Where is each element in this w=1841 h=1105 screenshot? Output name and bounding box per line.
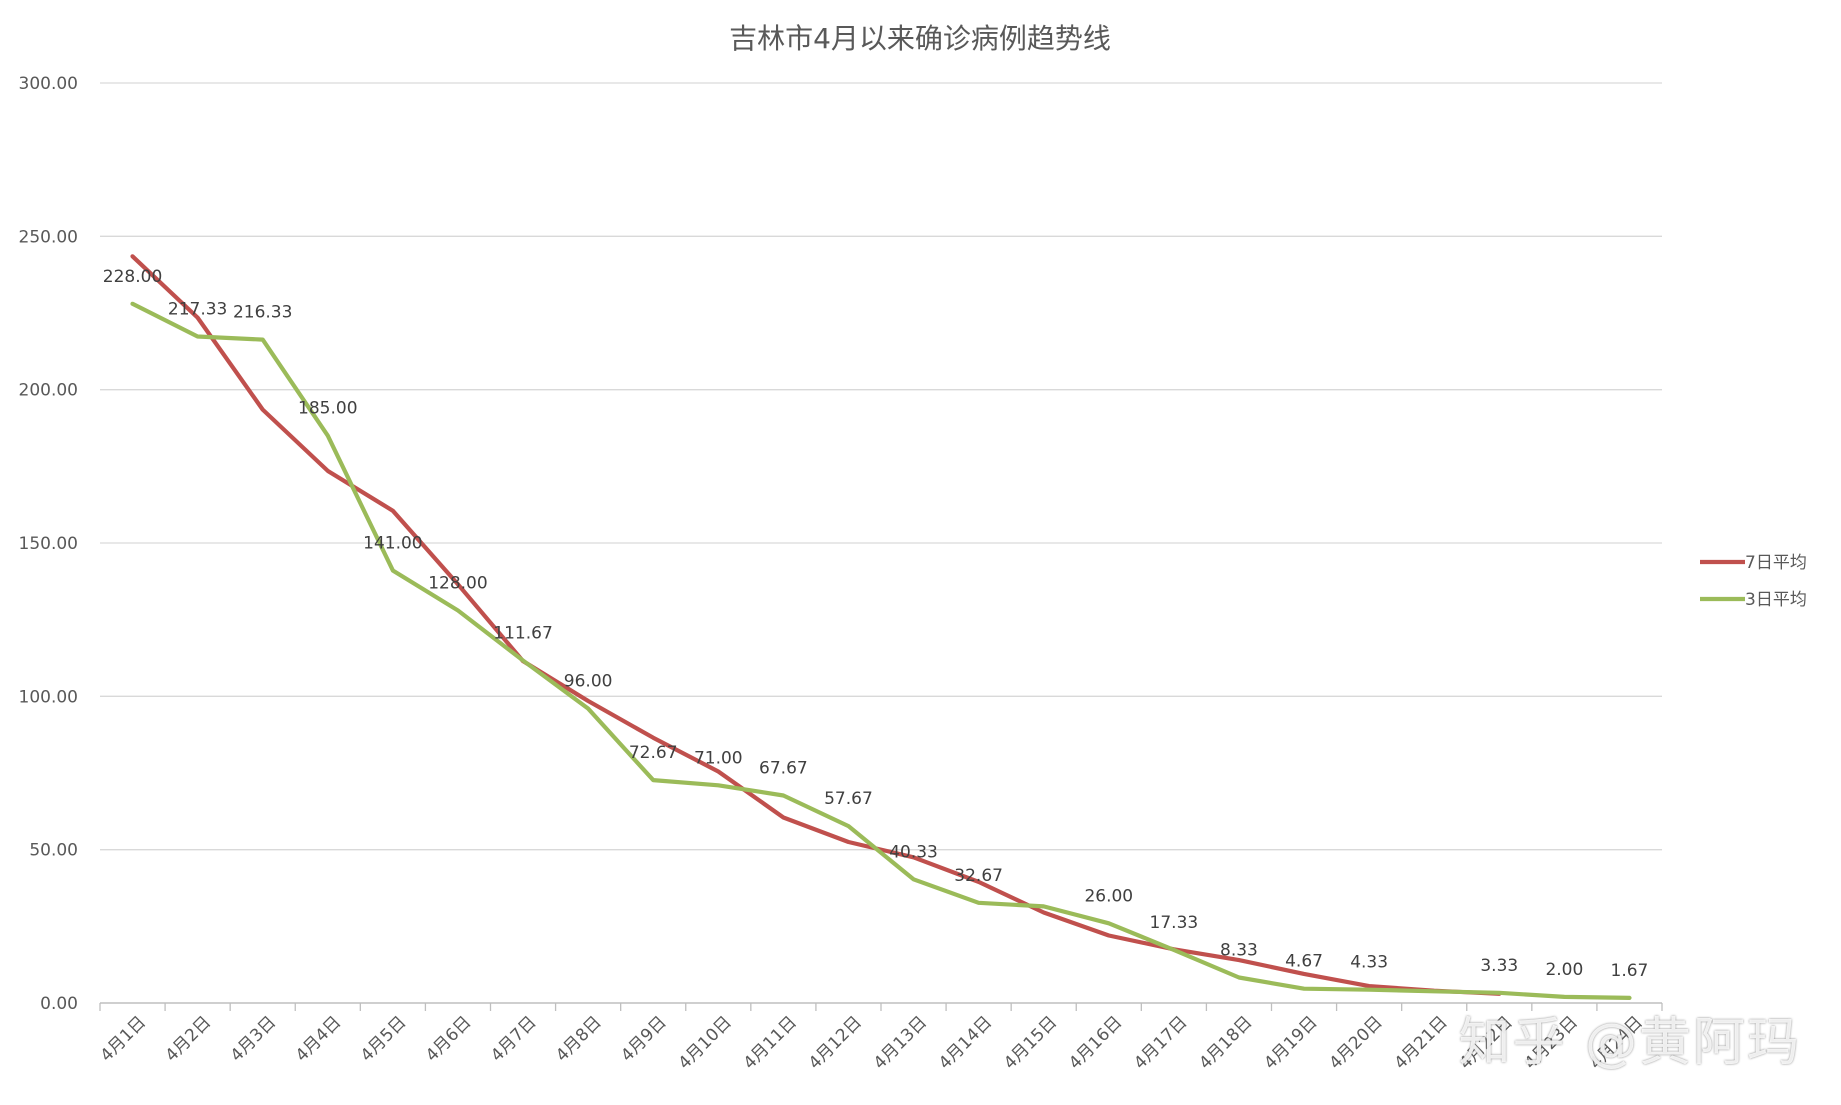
watermark: 知乎 @黄阿玛 [1458,1013,1801,1073]
legend-label: 3日平均 [1745,590,1807,610]
data-label: 17.33 [1150,913,1199,933]
data-label: 1.67 [1611,961,1649,981]
y-tick-label: 150.00 [19,534,78,554]
data-label: 217.33 [168,300,227,320]
y-tick-label: 250.00 [19,227,78,247]
series-lines [130,254,1632,1001]
y-tick-label: 50.00 [29,841,78,861]
data-labels: 228.00 217.33 216.33 185.00 141.00 128.00 111.… [103,267,1649,981]
data-label: 228.00 [103,267,162,287]
data-label: 216.33 [233,303,292,323]
data-label: 40.33 [889,842,938,862]
chart-title: 吉林市4月以来确诊病例趋势线 [729,22,1111,55]
data-label: 4.33 [1350,953,1388,973]
data-label: 96.00 [564,672,613,692]
data-label: 128.00 [428,573,487,593]
data-label: 3.33 [1480,956,1518,976]
data-label: 111.67 [493,624,552,644]
data-label: 67.67 [759,758,808,778]
data-label: 2.00 [1545,960,1583,980]
series-line [130,254,1502,996]
data-label: 185.00 [298,399,357,419]
data-label: 141.00 [363,534,422,554]
data-label: 57.67 [824,789,873,809]
legend: 7日平均 3日平均 [1700,553,1807,610]
y-axis: 0.00 50.00 100.00 150.00 200.00 250.00 300.00 [19,74,78,1014]
data-label: 72.67 [629,743,678,763]
y-tick-label: 200.00 [19,381,78,401]
data-label: 32.67 [954,866,1003,886]
gridlines [100,82,1662,851]
data-label: 26.00 [1084,886,1133,906]
data-label: 8.33 [1220,940,1258,960]
y-tick-label: 0.00 [40,994,78,1014]
y-tick-label: 300.00 [19,74,78,94]
legend-label: 7日平均 [1745,553,1807,573]
series-line [130,301,1632,1001]
data-label: 4.67 [1285,952,1323,972]
data-label: 71.00 [694,748,743,768]
y-tick-label: 100.00 [19,687,78,707]
